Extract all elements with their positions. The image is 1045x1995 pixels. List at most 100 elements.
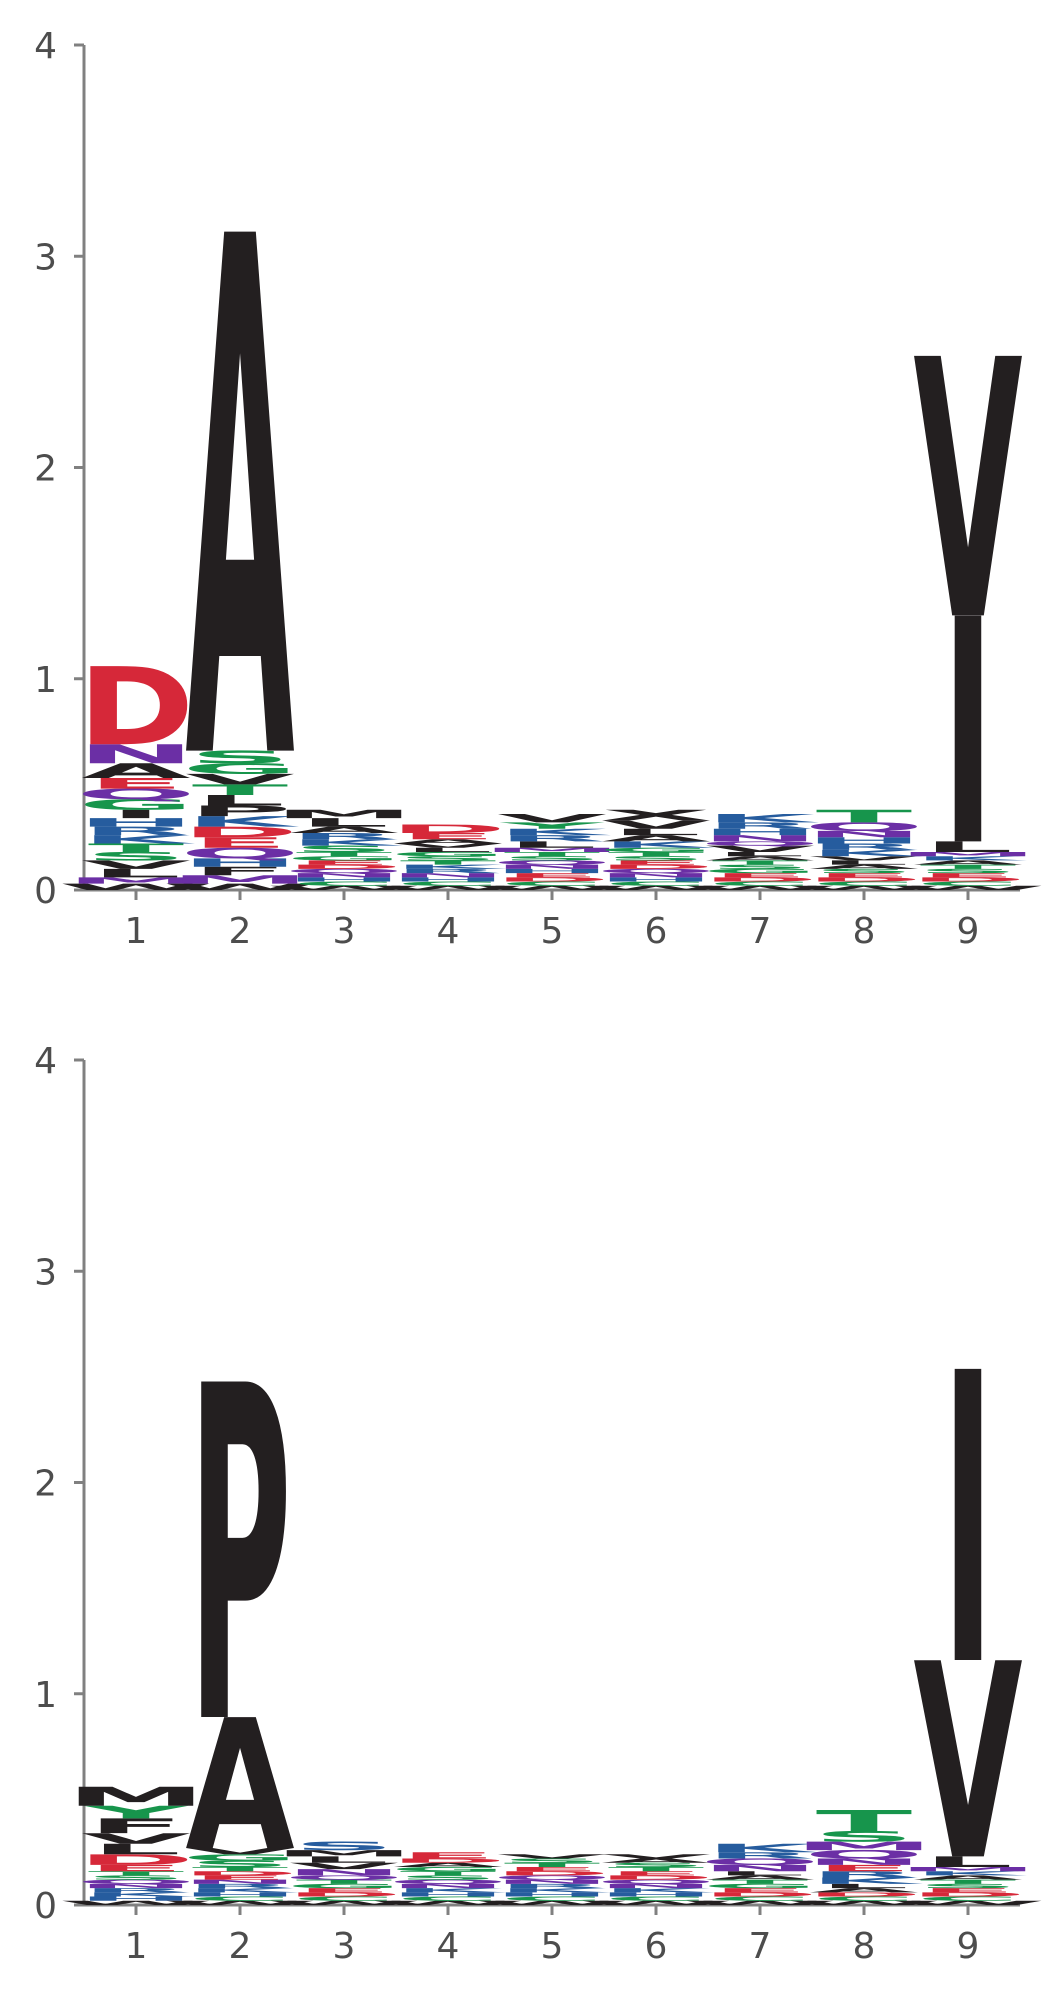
x-tick-label: 6 [645, 1926, 668, 1967]
logo-letter: F [88, 1814, 184, 1838]
logo-letter: E [400, 1850, 496, 1860]
logo-letter: G [390, 851, 506, 858]
logo-letter: W [578, 885, 734, 892]
y-tick-label: 2 [34, 449, 57, 490]
logo-letter: H [77, 816, 195, 830]
logo-letter: E [816, 872, 912, 879]
logo-letter: M [794, 1839, 934, 1853]
logo-letter: T [504, 851, 600, 858]
logo-letter: W [474, 1900, 630, 1907]
logo-letter: V [497, 812, 607, 826]
logo-letter: T [88, 841, 184, 855]
logo-letter: R [186, 1883, 295, 1890]
logo-letter: W [578, 1900, 734, 1907]
logo-letter: L [819, 1883, 909, 1890]
logo-letter: L [923, 839, 1013, 856]
logo-letter: D [77, 1851, 194, 1868]
logo-letter: L [819, 859, 909, 866]
logo-letter: K [913, 1870, 1027, 1877]
logo-letter: D [597, 863, 714, 870]
x-tick-label: 5 [541, 911, 564, 952]
logo-letter: Q [284, 868, 404, 875]
y-tick-label: 0 [34, 1886, 57, 1927]
logo-letter: A [705, 1874, 814, 1881]
logo-letter: C [916, 1895, 1020, 1902]
logo-letter: E [192, 834, 288, 851]
logo-letter: S [501, 1857, 603, 1864]
logo-letter: Q [76, 1878, 196, 1885]
logo-letter: D [285, 1891, 402, 1898]
logo-letter: E [400, 831, 496, 841]
logo-letter: G [182, 1853, 298, 1863]
logo-letter: Q [804, 820, 924, 834]
logo-letter: H [389, 1891, 507, 1898]
logo-letter: W [370, 885, 526, 892]
logo-letter: V [601, 818, 711, 832]
logo-letter: E [608, 1870, 704, 1877]
logo-letter: R [810, 842, 919, 852]
logo-letter: W [890, 885, 1045, 892]
logo-letter: H [77, 1895, 195, 1902]
y-tick-label: 0 [34, 871, 57, 912]
logo-letter: S [293, 1839, 395, 1853]
logo-letter: K [289, 838, 403, 848]
y-tick-label: 3 [34, 237, 57, 278]
logo-letter: E [920, 1887, 1016, 1894]
logo-letter: M [898, 1866, 1038, 1873]
logo-letter: Q [284, 1874, 404, 1881]
logo-letter: T [920, 1878, 1016, 1885]
logo-letter: F [192, 864, 288, 878]
logo-letter: T [816, 806, 913, 826]
logo-letter: S [189, 747, 291, 767]
logo-letter: K [809, 1876, 923, 1886]
logo-letter: S [397, 855, 499, 862]
logo-letter: R [290, 831, 399, 841]
logo-letter: W [682, 1900, 838, 1907]
logo-letter: X [602, 807, 711, 824]
x-tick-label: 2 [229, 1926, 252, 1967]
logo-letter: L [507, 840, 597, 850]
logo-letter: R [394, 868, 503, 875]
logo-letter: K [601, 1887, 715, 1894]
logo-letter: V [497, 1853, 606, 1860]
logo-letter: C [188, 1895, 292, 1902]
logo-letter: M [170, 873, 310, 887]
logo-letter: V [913, 1607, 1022, 1920]
logo-letter: L [299, 1855, 389, 1865]
logo-letter: W [682, 885, 838, 892]
x-tick-label: 6 [645, 911, 668, 952]
logo-letter: L [715, 1870, 805, 1877]
logo-letter: S [397, 1874, 499, 1881]
x-tick-label: 3 [333, 1926, 356, 1967]
logo-letter: E [712, 872, 808, 879]
logo-letter: T [712, 1878, 808, 1885]
logo-letter: K [185, 813, 299, 830]
logo-letter: G [286, 1883, 402, 1890]
logo-letter: D [701, 1891, 818, 1898]
logo-letter: R [498, 1883, 607, 1890]
logo-letter: Q [388, 1878, 508, 1885]
logo-letter: N [77, 739, 195, 769]
logo-letter: M [274, 1848, 414, 1858]
logo-letter: G [286, 855, 402, 862]
logo-letter: D [493, 876, 610, 883]
logo-letter: L [403, 847, 493, 854]
logo-letter: Q [76, 786, 196, 803]
logo-letter: S [605, 1862, 707, 1869]
logo-letter: C [396, 1895, 500, 1902]
logo-letter: K [497, 827, 611, 837]
logo-letter: N [285, 872, 403, 879]
logo-letter: E [88, 1863, 184, 1873]
logo-letter: H [701, 827, 819, 837]
logo-letter: V [185, 771, 295, 788]
logo-letter: Y [499, 821, 605, 831]
y-tick-label: 1 [34, 1675, 57, 1716]
logo-letter: W [58, 882, 214, 892]
y-tick-label: 4 [34, 26, 57, 67]
logo-letter: P [188, 803, 291, 820]
logo-letter: D [389, 1857, 506, 1864]
logo-letter: T [296, 1878, 392, 1885]
logo-letter: T [816, 1804, 912, 1838]
logo-letter: A [185, 92, 295, 920]
